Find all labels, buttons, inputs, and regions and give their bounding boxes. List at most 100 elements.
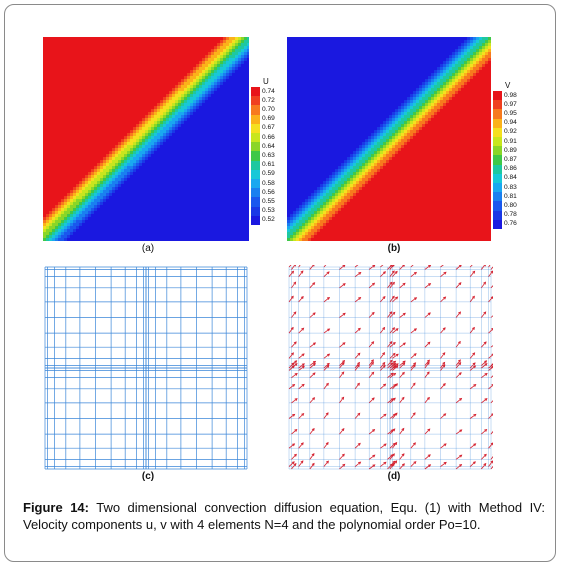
velocity-vector xyxy=(490,285,493,289)
velocity-vector xyxy=(481,429,487,435)
velocity-vector-head xyxy=(390,372,394,376)
velocity-vector xyxy=(368,372,374,378)
colorbar-swatch xyxy=(251,179,260,189)
colorbar-tick-label: 0.52 xyxy=(262,216,275,224)
colorbar-tick-label: 0.66 xyxy=(262,133,275,141)
velocity-vector xyxy=(298,327,304,334)
velocity-vector-head xyxy=(392,352,396,356)
velocity-vector xyxy=(380,271,386,277)
velocity-vector xyxy=(455,398,462,404)
velocity-vector-head xyxy=(413,461,417,465)
colorbar-swatch xyxy=(251,188,260,198)
velocity-vector xyxy=(298,363,305,369)
velocity-vector-head xyxy=(372,282,376,286)
colorbar-tick-label: 0.59 xyxy=(262,170,275,178)
velocity-vector xyxy=(389,312,396,318)
velocity-vector-head xyxy=(395,296,399,300)
velocity-vector-head xyxy=(484,398,488,401)
velocity-vector-head xyxy=(341,396,345,400)
velocity-vector-head xyxy=(472,461,476,465)
velocity-vector-head xyxy=(473,365,477,369)
velocity-vector xyxy=(298,365,305,371)
velocity-vector-head xyxy=(490,270,493,274)
velocity-vector xyxy=(469,352,475,359)
vector-field-plot xyxy=(287,265,493,471)
velocity-vector-head xyxy=(357,352,361,356)
velocity-vector-head xyxy=(473,384,477,387)
velocity-vector-head xyxy=(294,428,298,432)
velocity-vector xyxy=(440,271,447,277)
velocity-vector xyxy=(387,311,393,318)
mesh-grid-svg xyxy=(44,266,248,470)
velocity-vector xyxy=(490,400,493,404)
velocity-vector-head xyxy=(326,460,329,464)
velocity-vector xyxy=(291,341,297,348)
velocity-vector-head xyxy=(341,362,345,366)
velocity-vector-head xyxy=(389,265,393,267)
velocity-vector xyxy=(298,296,304,303)
velocity-vector-head xyxy=(392,428,396,432)
velocity-vector xyxy=(323,363,330,369)
velocity-vector-head xyxy=(443,271,447,275)
colorbar-tick-label: 0.87 xyxy=(504,155,517,163)
velocity-vector-head xyxy=(483,341,487,345)
velocity-vector xyxy=(410,328,417,334)
velocity-vector xyxy=(339,265,346,270)
velocity-vector xyxy=(424,283,431,289)
velocity-vector xyxy=(490,465,493,470)
velocity-vector-head xyxy=(371,359,374,363)
velocity-vector xyxy=(481,463,487,470)
velocity-vector-head xyxy=(395,328,399,332)
velocity-vector xyxy=(309,282,315,289)
velocity-vector-head xyxy=(383,461,387,465)
velocity-vector xyxy=(455,454,462,460)
velocity-vector-head xyxy=(342,463,346,467)
colorbar-swatch xyxy=(251,114,260,124)
velocity-vector xyxy=(309,312,316,318)
velocity-vector xyxy=(323,460,329,467)
velocity-vector xyxy=(424,454,431,460)
velocity-vector-head xyxy=(401,463,405,467)
velocity-vector xyxy=(339,371,345,378)
colorbar-tick-label: 0.56 xyxy=(262,188,275,196)
velocity-vector-head xyxy=(459,429,463,433)
velocity-vector-head xyxy=(311,453,315,457)
velocity-vector xyxy=(410,265,414,268)
velocity-vector-head xyxy=(472,362,476,366)
velocity-vector xyxy=(392,265,395,268)
velocity-vector-head xyxy=(402,265,405,267)
velocity-vector xyxy=(387,398,394,404)
velocity-vector xyxy=(309,265,314,270)
colorbar-tick-label: 0.83 xyxy=(504,183,517,191)
velocity-vector-head xyxy=(392,460,396,464)
colorbar-tick-label: 0.63 xyxy=(262,151,275,159)
velocity-vector xyxy=(389,384,396,390)
colorbar-swatch xyxy=(251,142,260,152)
colorbar-tick-label: 0.55 xyxy=(262,197,275,205)
colorbar-tick-label: 0.58 xyxy=(262,179,275,187)
velocity-vector xyxy=(339,464,345,470)
colorbar-tick-label: 0.76 xyxy=(504,220,517,228)
velocity-vector-head xyxy=(443,296,447,300)
velocity-vector xyxy=(440,364,446,371)
velocity-vector xyxy=(481,265,486,270)
velocity-vector-head xyxy=(491,327,493,331)
colorbar-swatch xyxy=(251,206,260,216)
velocity-vector-head xyxy=(472,326,475,330)
colorbar-swatch xyxy=(251,151,260,161)
velocity-vector xyxy=(440,327,446,334)
velocity-vector xyxy=(389,360,396,366)
velocity-vector-head xyxy=(292,413,296,417)
velocity-vector-head xyxy=(294,360,298,364)
velocity-vector-head xyxy=(442,383,446,387)
panel-label-c: (c) xyxy=(141,471,155,482)
velocity-vector-head xyxy=(294,372,298,376)
velocity-vector-head xyxy=(382,295,386,300)
velocity-vector-head xyxy=(394,383,398,387)
colorbar-tick-label: 0.86 xyxy=(504,165,517,173)
velocity-vector-head xyxy=(382,271,386,275)
velocity-vector xyxy=(490,345,493,348)
velocity-vector-head xyxy=(484,360,488,364)
velocity-vector xyxy=(389,428,396,435)
velocity-vector xyxy=(368,362,374,369)
